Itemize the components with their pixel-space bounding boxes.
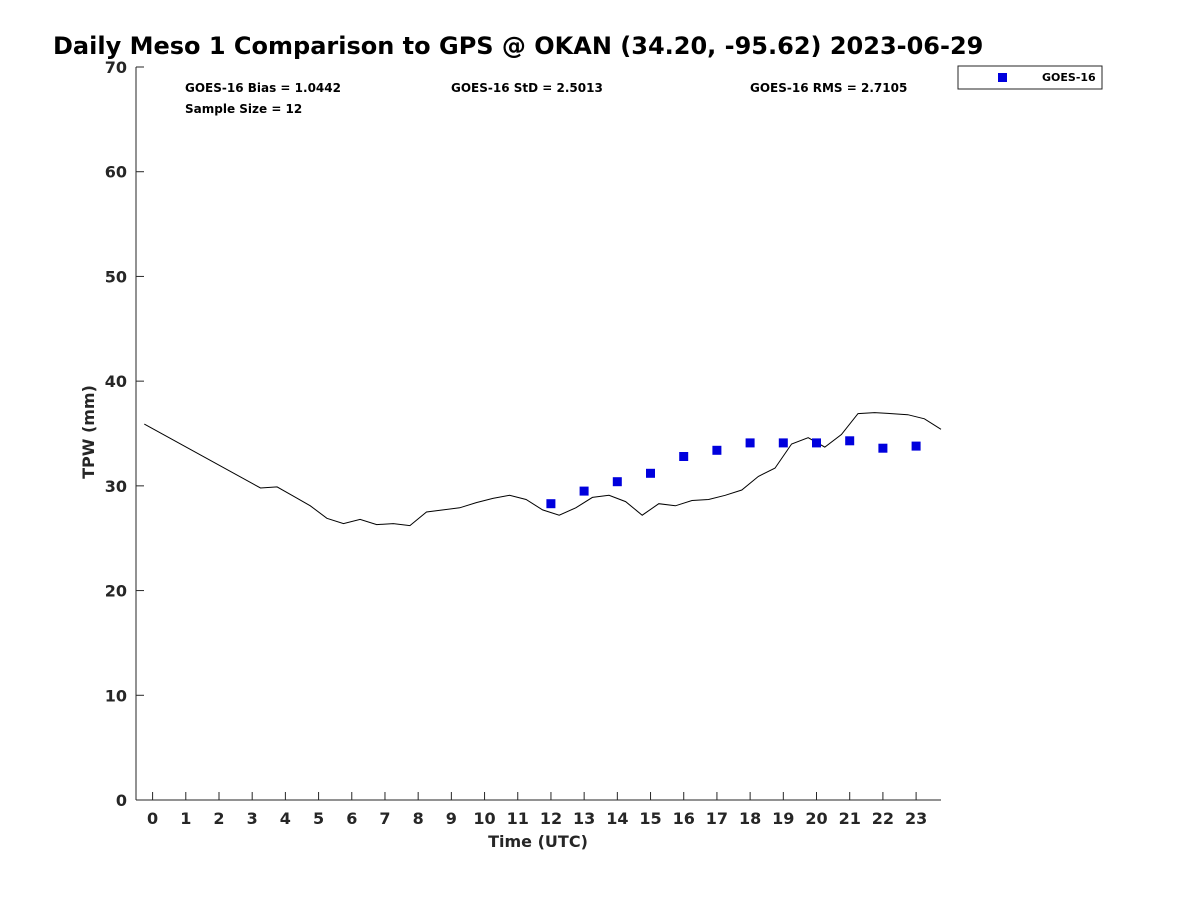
legend-label: GOES-16 — [1042, 71, 1096, 84]
y-tick-label: 20 — [105, 582, 127, 601]
legend-box — [957, 65, 1103, 90]
x-tick-label: 4 — [280, 809, 291, 828]
goes16-point — [778, 438, 788, 448]
x-tick-label: 2 — [213, 809, 224, 828]
y-tick-label: 40 — [105, 372, 127, 391]
y-tick-label: 0 — [116, 791, 127, 810]
x-tick-label: 16 — [673, 809, 695, 828]
goes16-point — [612, 477, 622, 487]
y-ticks: 0 10 20 30 40 50 60 70 — [105, 58, 144, 810]
series-layer — [144, 412, 942, 527]
goes16-point — [745, 438, 755, 448]
x-tick-label: 5 — [313, 809, 324, 828]
rms-stat: GOES-16 RMS = 2.7105 — [750, 81, 907, 95]
x-tick-label: 18 — [739, 809, 761, 828]
axes — [135, 67, 941, 801]
x-tick-label: 19 — [772, 809, 794, 828]
goes16-point — [646, 468, 655, 478]
x-tick-label: 12 — [540, 809, 562, 828]
std-stat: GOES-16 StD = 2.5013 — [451, 81, 603, 95]
x-tick-label: 8 — [413, 809, 424, 828]
x-tick-label: 11 — [507, 809, 529, 828]
x-tick-label: 3 — [247, 809, 258, 828]
x-tick-label: 21 — [839, 809, 861, 828]
x-tick-label: 15 — [639, 809, 661, 828]
x-tick-label: 0 — [147, 809, 158, 828]
x-tick-label: 7 — [379, 809, 390, 828]
x-tick-label: 1 — [180, 809, 191, 828]
y-tick-label: 10 — [105, 686, 127, 705]
x-tick-label: 6 — [346, 809, 357, 828]
goes16-point — [911, 441, 921, 451]
x-axis-label: Time (UTC) — [488, 832, 588, 851]
bias-stat: GOES-16 Bias = 1.0442 — [185, 81, 341, 95]
sample-size-stat: Sample Size = 12 — [185, 102, 302, 116]
y-axis-label: TPW (mm) — [79, 385, 98, 479]
chart-title: Daily Meso 1 Comparison to GPS @ OKAN (3… — [53, 32, 983, 60]
x-tick-label: 20 — [805, 809, 827, 828]
x-tick-label: 22 — [872, 809, 894, 828]
x-tick-label: 23 — [905, 809, 927, 828]
goes16-point — [712, 445, 722, 455]
x-ticks: 0 1 2 3 4 5 6 7 8 9 10 11 12 13 14 15 16 17 18 19 20 21 22 23 — [147, 792, 927, 828]
y-tick-label: 50 — [105, 267, 127, 286]
x-tick-label: 13 — [573, 809, 595, 828]
y-tick-label: 70 — [105, 58, 127, 77]
x-tick-label: 14 — [606, 809, 628, 828]
gps-tpw-line — [144, 412, 942, 527]
goes16-point — [812, 438, 821, 448]
y-tick-label: 60 — [105, 163, 127, 182]
goes16-point — [546, 499, 556, 509]
legend-marker — [998, 73, 1007, 82]
x-tick-label: 17 — [706, 809, 728, 828]
legend: GOES-16 — [957, 65, 1103, 90]
goes16-point — [845, 436, 855, 446]
x-tick-label: 9 — [446, 809, 457, 828]
y-tick-label: 30 — [105, 477, 127, 496]
x-tick-label: 10 — [473, 809, 495, 828]
goes16-point — [878, 443, 888, 453]
goes16-point — [679, 452, 689, 461]
goes16-point — [579, 486, 589, 496]
